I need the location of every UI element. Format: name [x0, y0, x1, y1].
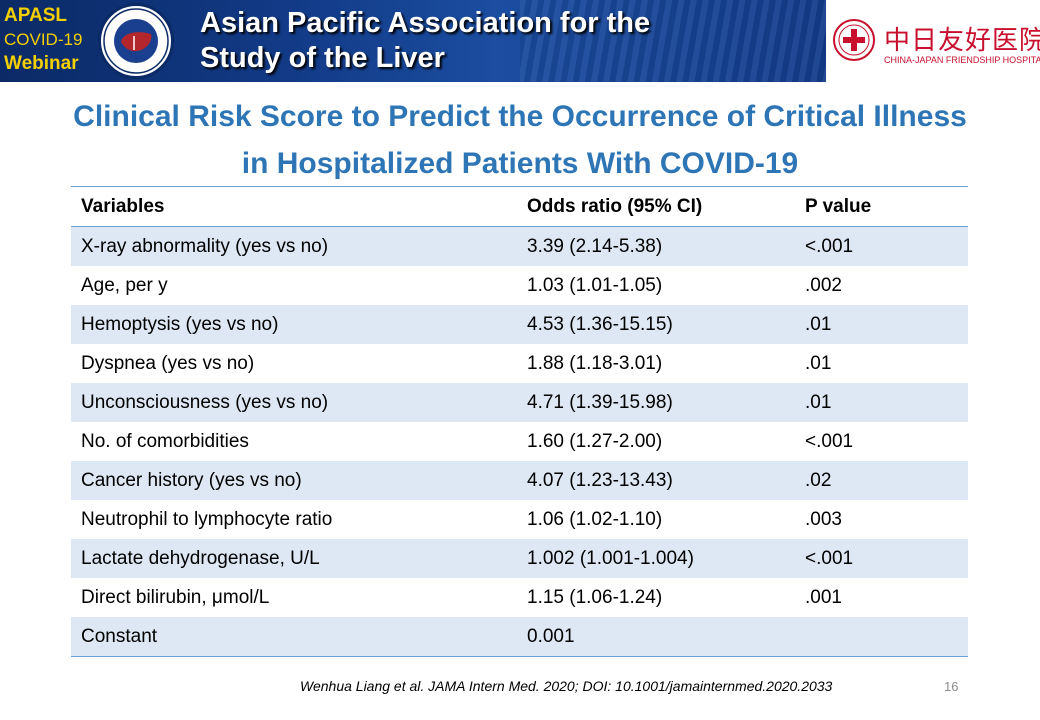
- cell-variable: Neutrophil to lymphocyte ratio: [71, 500, 517, 539]
- cell-odds-ratio: 4.71 (1.39-15.98): [517, 383, 795, 422]
- cell-p-value: .001: [795, 578, 968, 617]
- cell-odds-ratio: 0.001: [517, 617, 795, 657]
- webinar-text: Webinar: [4, 53, 79, 74]
- cell-variable: Dyspnea (yes vs no): [71, 344, 517, 383]
- apasl-banner: APASL COVID-19 Webinar Asian Pacific Ass…: [0, 0, 826, 82]
- cell-p-value: .002: [795, 266, 968, 305]
- table-header-row: Variables Odds ratio (95% CI) P value: [71, 186, 968, 227]
- hospital-name-english: CHINA-JAPAN FRIENDSHIP HOSPITAL: [884, 55, 1040, 65]
- cell-p-value: <.001: [795, 226, 968, 266]
- cell-odds-ratio: 4.53 (1.36-15.15): [517, 305, 795, 344]
- cell-p-value: .01: [795, 305, 968, 344]
- header-variables: Variables: [71, 186, 517, 227]
- table-row: No. of comorbidities 1.60 (1.27-2.00) <.…: [71, 422, 968, 461]
- hospital-name-chinese: 中日友好医院: [884, 26, 1040, 56]
- banner-title-line1: Asian Pacific Association for the: [200, 7, 651, 39]
- apasl-seal-logo: [98, 3, 174, 79]
- cell-p-value: <.001: [795, 422, 968, 461]
- table-row: Hemoptysis (yes vs no) 4.53 (1.36-15.15)…: [71, 305, 968, 344]
- slide-title-line2: in Hospitalized Patients With COVID-19: [241, 147, 799, 180]
- cell-variable: Direct bilirubin, μmol/L: [71, 578, 517, 617]
- cell-variable: Cancer history (yes vs no): [71, 461, 517, 500]
- covid-text: COVID-19: [4, 30, 83, 49]
- cell-odds-ratio: 1.03 (1.01-1.05): [517, 266, 795, 305]
- cell-odds-ratio: 1.06 (1.02-1.10): [517, 500, 795, 539]
- cell-variable: Hemoptysis (yes vs no): [71, 305, 517, 344]
- cell-odds-ratio: 1.002 (1.001-1.004): [517, 539, 795, 578]
- cell-p-value: .02: [795, 461, 968, 500]
- table-row: Dyspnea (yes vs no) 1.88 (1.18-3.01) .01: [71, 344, 968, 383]
- liver-seal-icon: [103, 8, 169, 74]
- table-row: Direct bilirubin, μmol/L 1.15 (1.06-1.24…: [71, 578, 968, 617]
- table-row: Constant 0.001: [71, 617, 968, 657]
- table-row: Neutrophil to lymphocyte ratio 1.06 (1.0…: [71, 500, 968, 539]
- cell-variable: Lactate dehydrogenase, U/L: [71, 539, 517, 578]
- cell-variable: Constant: [71, 617, 517, 657]
- cell-odds-ratio: 3.39 (2.14-5.38): [517, 226, 795, 266]
- cell-variable: Age, per y: [71, 266, 517, 305]
- table-row: Cancer history (yes vs no) 4.07 (1.23-13…: [71, 461, 968, 500]
- citation: Wenhua Liang et al. JAMA Intern Med. 202…: [300, 678, 833, 694]
- cell-odds-ratio: 1.15 (1.06-1.24): [517, 578, 795, 617]
- cell-p-value: [795, 617, 968, 657]
- cell-p-value: .01: [795, 383, 968, 422]
- slide-title-line1: Clinical Risk Score to Predict the Occur…: [73, 100, 967, 133]
- cell-odds-ratio: 1.88 (1.18-3.01): [517, 344, 795, 383]
- cell-p-value: .003: [795, 500, 968, 539]
- china-japan-friendship-hospital-logo: 中日友好医院 CHINA-JAPAN FRIENDSHIP HOSPITAL: [826, 0, 1040, 82]
- table-row: Unconsciousness (yes vs no) 4.71 (1.39-1…: [71, 383, 968, 422]
- cell-variable: X-ray abnormality (yes vs no): [71, 226, 517, 266]
- cell-odds-ratio: 1.60 (1.27-2.00): [517, 422, 795, 461]
- table-row: X-ray abnormality (yes vs no) 3.39 (2.14…: [71, 226, 968, 266]
- page-number: 16: [944, 679, 959, 694]
- cell-odds-ratio: 4.07 (1.23-13.43): [517, 461, 795, 500]
- banner-title-line2: Study of the Liver: [200, 42, 445, 74]
- header-odds-ratio: Odds ratio (95% CI): [517, 186, 795, 227]
- red-cross-emblem-icon: [833, 19, 875, 61]
- risk-score-table: Variables Odds ratio (95% CI) P value X-…: [71, 186, 968, 657]
- apasl-text: APASL: [4, 5, 67, 26]
- table-row: Age, per y 1.03 (1.01-1.05) .002: [71, 266, 968, 305]
- slide-title: Clinical Risk Score to Predict the Occur…: [0, 93, 1040, 187]
- cell-p-value: .01: [795, 344, 968, 383]
- table-row: Lactate dehydrogenase, U/L 1.002 (1.001-…: [71, 539, 968, 578]
- banner-title: Asian Pacific Association for the Study …: [200, 6, 820, 76]
- apasl-webinar-label: APASL COVID-19 Webinar: [4, 4, 104, 80]
- cell-variable: Unconsciousness (yes vs no): [71, 383, 517, 422]
- cell-p-value: <.001: [795, 539, 968, 578]
- header-p-value: P value: [795, 186, 968, 227]
- cell-variable: No. of comorbidities: [71, 422, 517, 461]
